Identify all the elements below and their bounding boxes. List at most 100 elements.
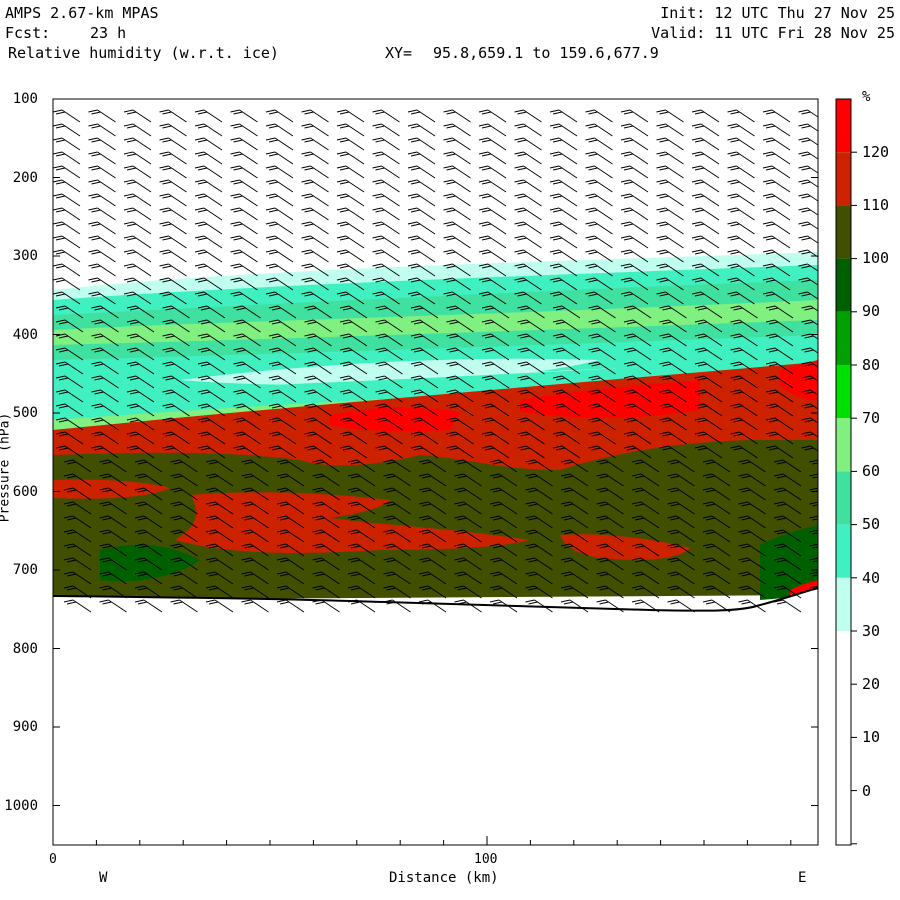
wind-barb bbox=[798, 109, 818, 118]
wind-barb bbox=[620, 263, 649, 277]
y-tick-label: 500 bbox=[12, 405, 38, 421]
wind-barb bbox=[481, 445, 510, 459]
wind-barb bbox=[63, 487, 92, 501]
wind-barb bbox=[478, 221, 507, 235]
wind-barb bbox=[691, 207, 720, 221]
colorbar-swatch bbox=[836, 311, 851, 365]
wind-barb bbox=[123, 263, 152, 277]
wind-barb bbox=[134, 543, 163, 557]
wind-barb bbox=[194, 291, 223, 305]
wind-barb bbox=[410, 403, 439, 417]
wind-barb bbox=[159, 151, 187, 165]
wind-barb bbox=[727, 137, 755, 151]
wind-barb bbox=[727, 123, 755, 137]
wind-barb bbox=[762, 221, 791, 235]
colorbar-swatch bbox=[836, 843, 851, 897]
wind-barb bbox=[549, 263, 578, 277]
wind-barb bbox=[301, 249, 329, 263]
wind-barb bbox=[730, 445, 758, 459]
wind-barb bbox=[88, 109, 116, 123]
wind-barb bbox=[63, 599, 92, 613]
wind-barb bbox=[336, 179, 365, 193]
wind-barb bbox=[233, 417, 261, 431]
wind-barb bbox=[481, 347, 510, 361]
wind-barb bbox=[53, 137, 81, 151]
colorbar-swatch bbox=[836, 631, 851, 685]
wind-barb bbox=[514, 137, 542, 151]
wind-barb bbox=[159, 123, 187, 137]
wind-barb bbox=[265, 165, 294, 179]
wind-barb bbox=[407, 221, 436, 235]
wind-barb bbox=[585, 109, 613, 123]
wind-barb bbox=[631, 515, 660, 529]
wind-barb bbox=[375, 333, 403, 347]
wind-barb bbox=[549, 179, 578, 193]
wind-barb bbox=[53, 235, 81, 249]
wind-barb bbox=[134, 571, 163, 585]
wind-barb bbox=[265, 249, 294, 263]
plot-frame bbox=[52, 98, 819, 846]
wind-barb bbox=[126, 403, 155, 417]
wind-barb bbox=[620, 221, 649, 235]
wind-barb bbox=[765, 347, 794, 361]
wind-barb bbox=[265, 109, 294, 123]
wind-barb bbox=[347, 487, 376, 501]
wind-barb bbox=[727, 109, 755, 123]
wind-barb bbox=[159, 249, 187, 263]
wind-barb bbox=[773, 487, 802, 501]
wind-barb bbox=[585, 277, 613, 291]
wind-barb bbox=[727, 291, 755, 305]
wind-barb bbox=[268, 403, 297, 417]
wind-barb bbox=[418, 571, 447, 585]
wind-barb bbox=[304, 347, 332, 361]
colorbar-label: 90 bbox=[862, 302, 881, 320]
wind-barb bbox=[336, 207, 365, 221]
y-axis-label: Pressure (hPa) bbox=[0, 412, 13, 523]
wind-barb bbox=[631, 459, 660, 473]
wind-barb bbox=[659, 403, 687, 417]
rh-layer-110d bbox=[560, 534, 690, 560]
wind-barb bbox=[620, 151, 649, 165]
wind-barb bbox=[552, 389, 581, 403]
wind-barb bbox=[702, 473, 731, 487]
wind-barb bbox=[268, 319, 297, 333]
wind-barb bbox=[383, 459, 411, 473]
wind-barb bbox=[336, 151, 365, 165]
wind-barb bbox=[514, 207, 542, 221]
wind-barb bbox=[53, 123, 81, 137]
wind-barb bbox=[276, 529, 305, 543]
wind-barb bbox=[446, 445, 474, 459]
wind-barb bbox=[241, 543, 269, 557]
wind-barb bbox=[443, 123, 471, 137]
wind-barb bbox=[375, 361, 403, 375]
wind-barb bbox=[798, 137, 818, 146]
wind-barb bbox=[694, 431, 723, 445]
wind-barb bbox=[230, 207, 258, 221]
wind-barb bbox=[336, 109, 365, 123]
colorbar-label: 0 bbox=[862, 782, 872, 800]
wind-barb bbox=[560, 459, 589, 473]
wind-barb bbox=[443, 109, 471, 123]
wind-barb bbox=[730, 403, 758, 417]
wind-barb bbox=[241, 515, 269, 529]
wind-barb bbox=[514, 291, 542, 305]
wind-barb bbox=[53, 277, 81, 291]
wind-barb bbox=[276, 501, 305, 515]
wind-barb bbox=[301, 109, 329, 123]
wind-barb bbox=[375, 445, 403, 459]
init-time: Init: 12 UTC Thu 27 Nov 25 bbox=[660, 4, 895, 22]
wind-barb bbox=[162, 305, 190, 319]
wind-barb bbox=[489, 515, 518, 529]
wind-barb bbox=[478, 277, 507, 291]
wind-barb bbox=[99, 557, 127, 571]
wind-barb bbox=[656, 249, 684, 263]
wind-barb bbox=[667, 557, 695, 571]
wind-barb bbox=[301, 277, 329, 291]
wind-barb bbox=[656, 263, 684, 277]
wind-barb bbox=[91, 389, 119, 403]
wind-barb bbox=[596, 459, 624, 473]
wind-barb bbox=[162, 403, 190, 417]
wind-barb bbox=[233, 347, 261, 361]
wind-barb bbox=[88, 179, 116, 193]
wind-barb bbox=[241, 599, 269, 613]
